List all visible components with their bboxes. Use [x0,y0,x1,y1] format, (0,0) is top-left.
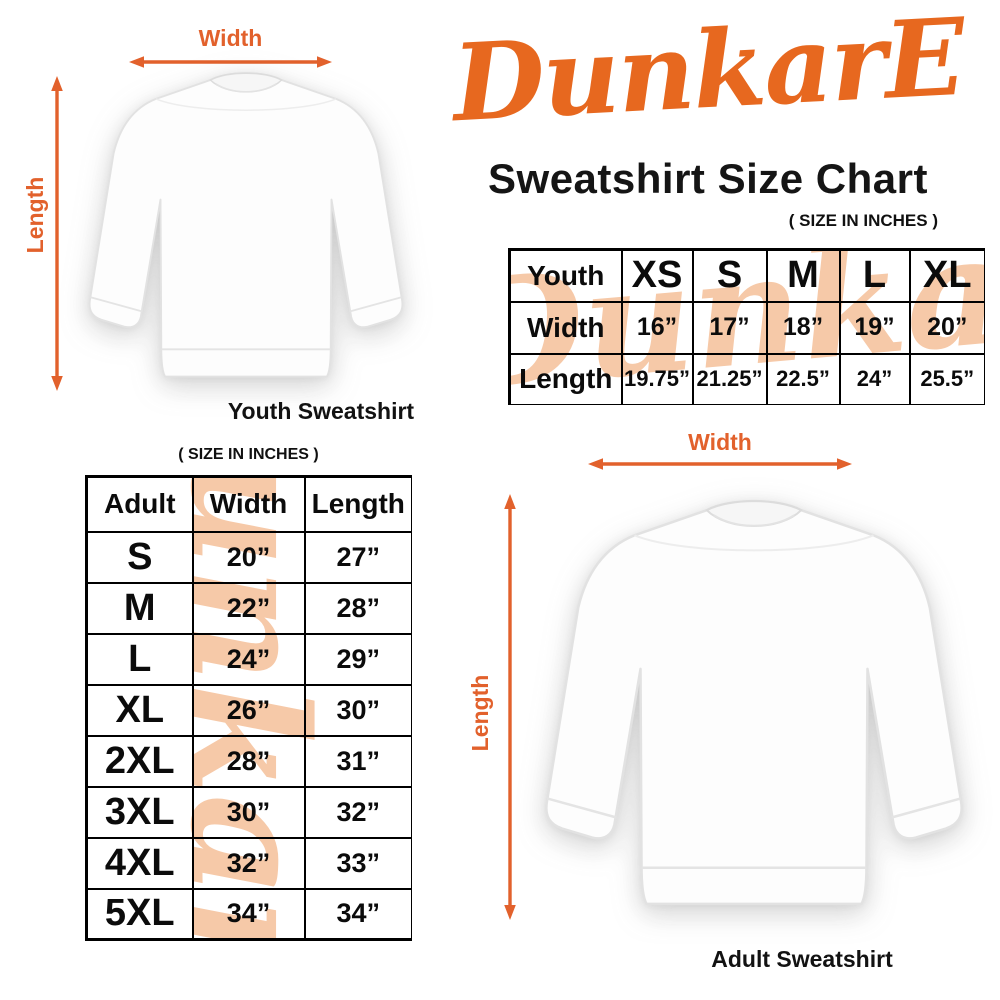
size-units-note: ( SIZE IN INCHES ) [178,446,319,463]
table-row: M 22” 28” [85,581,412,635]
size-cell: L [85,632,194,686]
header-cell: Width [191,475,306,533]
table-row: L 24” 29” [85,632,412,686]
row-label-cell: Length [508,352,623,405]
adult-width-label: Width [688,429,752,455]
youth-width-arrow-icon [129,56,332,68]
value-cell: 30” [191,785,306,839]
size-cell: 5XL [85,887,194,941]
value-cell: 32” [303,785,412,839]
value-cell: 16” [620,300,694,355]
size-cell: 2XL [85,734,194,788]
size-cell: XL [85,683,194,737]
value-cell: 22.5” [765,352,841,405]
header-cell: Length [303,475,412,533]
youth-length-arrow-icon [51,76,63,391]
value-cell: 30” [303,683,412,737]
youth-size-table: DunkarE Youth XS S M L XL Width 16” 17” [508,248,985,405]
table-row: 2XL 28” 31” [85,734,412,788]
adult-size-table: DunkarE Adult Width Length S 20” 27” [85,475,412,941]
table-row: Adult Width Length [85,475,412,533]
value-cell: 20” [908,300,985,355]
value-cell: 18” [765,300,841,355]
value-cell: 20” [191,530,306,584]
table-row: Youth XS S M L XL [508,248,985,303]
youth-size-table-grid: Youth XS S M L XL Width 16” 17” 18” 19” … [508,248,985,405]
header-cell: Youth [508,248,623,303]
page-title: Sweatshirt Size Chart [488,155,928,202]
size-cell: M [85,581,194,635]
adult-width-arrow-icon [588,458,852,470]
adult-length-arrow-icon [504,494,516,920]
table-row: XL 26” 30” [85,683,412,737]
table-row: Width 16” 17” 18” 19” 20” [508,300,985,355]
header-cell: L [838,248,911,303]
size-cell: S [85,530,194,584]
youth-width-label: Width [198,25,263,51]
youth-figure-caption: Youth Sweatshirt [227,398,415,424]
brand-logo: DunkarE [449,0,967,146]
table-row: 3XL 30” 32” [85,785,412,839]
table-row: 4XL 32” 33” [85,836,412,890]
adult-size-table-grid: Adult Width Length S 20” 27” M 22” 28” L [85,475,412,941]
youth-length-label: Length [22,176,48,254]
row-label-cell: Width [508,300,623,355]
value-cell: 31” [303,734,412,788]
table-row: Length 19.75” 21.25” 22.5” 24” 25.5” [508,352,985,405]
size-units-note: ( SIZE IN INCHES ) [788,211,938,230]
value-cell: 24” [838,352,911,405]
youth-sweatshirt-image [88,72,404,378]
size-cell: 4XL [85,836,194,890]
value-cell: 28” [191,734,306,788]
adult-sweatshirt-image [545,499,963,906]
header-cell: Adult [85,475,194,533]
value-cell: 25.5” [908,352,985,405]
value-cell: 29” [303,632,412,686]
value-cell: 32” [191,836,306,890]
size-cell: 3XL [85,785,194,839]
header-cell: S [691,248,768,303]
value-cell: 28” [303,581,412,635]
adult-figure-caption: Adult Sweatshirt [711,946,893,972]
table-row: S 20” 27” [85,530,412,584]
header-cell: XL [908,248,985,303]
value-cell: 22” [191,581,306,635]
value-cell: 17” [691,300,768,355]
value-cell: 27” [303,530,412,584]
table-row: 5XL 34” 34” [85,887,412,941]
value-cell: 34” [191,887,306,941]
header-cell: M [765,248,841,303]
value-cell: 26” [191,683,306,737]
header-cell: XS [620,248,694,303]
value-cell: 21.25” [691,352,768,405]
value-cell: 34” [303,887,412,941]
value-cell: 24” [191,632,306,686]
adult-length-label: Length [467,674,493,752]
value-cell: 19.75” [620,352,694,405]
value-cell: 19” [838,300,911,355]
value-cell: 33” [303,836,412,890]
